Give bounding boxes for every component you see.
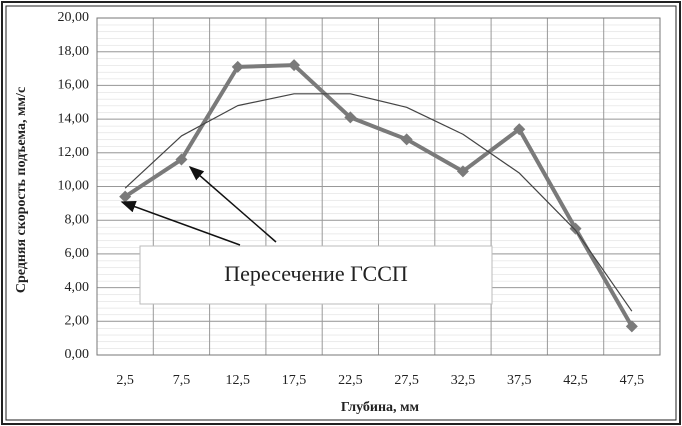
y-tick-label: 10,00 [58, 179, 90, 194]
x-tick-label: 37,5 [507, 373, 532, 388]
point [231, 60, 244, 73]
point [456, 165, 469, 178]
y-tick-label: 8,00 [65, 212, 90, 227]
frame-inner [5, 5, 677, 421]
point [119, 190, 132, 203]
x-tick-label: 27,5 [394, 373, 419, 388]
y-tick-label: 20,00 [58, 10, 90, 25]
x-axis-label: Глубина, мм [341, 400, 420, 415]
y-tick-label: 6,00 [65, 246, 90, 261]
x-tick-label: 17,5 [282, 373, 307, 388]
y-axis-label: Средняя скорость подъема, мм/с [14, 87, 29, 293]
x-tick-label: 32,5 [451, 373, 476, 388]
y-tick-label: 14,00 [58, 111, 90, 126]
point [344, 111, 357, 124]
x-tick-label: 47,5 [620, 373, 645, 388]
point [175, 153, 188, 166]
y-tick-label: 12,00 [58, 145, 90, 160]
x-tick-label: 2,5 [116, 373, 134, 388]
plot-border [96, 17, 661, 356]
x-tick-label: 12,5 [226, 373, 251, 388]
annotation-box [139, 245, 493, 305]
data-line [124, 63, 634, 328]
arrow [188, 166, 277, 243]
x-tick-label: 7,5 [173, 373, 191, 388]
trend-line [124, 93, 633, 312]
y-tick-label: 0,00 [65, 347, 90, 362]
point [625, 320, 638, 333]
arrow [120, 200, 241, 246]
y-tick-label: 16,00 [58, 78, 90, 93]
annotation: Пересечение ГССП [224, 261, 408, 286]
x-tick-label: 42,5 [563, 373, 588, 388]
y-tick-label: 4,00 [65, 280, 90, 295]
y-tick-label: 18,00 [58, 44, 90, 59]
x-tick-label: 22,5 [338, 373, 363, 388]
point [400, 133, 413, 146]
point [569, 222, 582, 235]
point [288, 59, 301, 72]
y-tick-label: 2,00 [65, 314, 90, 329]
point [513, 123, 526, 136]
